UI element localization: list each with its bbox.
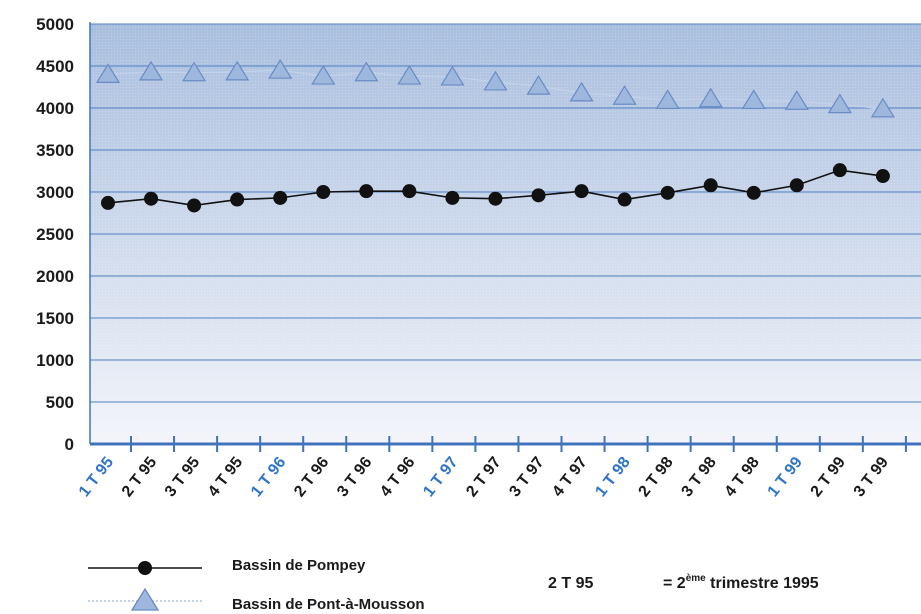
data-point (789, 178, 804, 193)
data-point (440, 65, 465, 86)
x-tick-label: 2 T 99 (808, 454, 849, 500)
x-tick-label: 1 T 99 (765, 454, 806, 500)
y-tick-label: 1000 (36, 351, 74, 370)
y-axis-tick-labels: 0 500 1000 1500 2000 2500 3000 3500 4000 4500 5000 (36, 15, 74, 454)
y-tick-label: 0 (65, 435, 74, 454)
x-tick-label: 3 T 96 (334, 454, 375, 500)
x-tick-label: 1 T 98 (592, 454, 633, 500)
note-equals: = 2 (663, 575, 686, 592)
x-tick-label: 4 T 95 (205, 454, 246, 500)
data-point (359, 184, 374, 199)
x-tick-label: 3 T 99 (851, 454, 892, 500)
gridlines (90, 23, 921, 403)
y-tick-label: 3000 (36, 183, 74, 202)
data-point (784, 90, 809, 110)
data-point (612, 85, 637, 105)
data-point (617, 192, 632, 207)
y-tick-label: 5000 (36, 15, 74, 34)
x-tick-label: 2 T 97 (463, 454, 504, 500)
data-point (138, 60, 164, 81)
data-point (574, 184, 589, 199)
data-point (230, 192, 245, 207)
data-point (182, 61, 207, 82)
series-pompey (101, 163, 890, 213)
data-point (569, 81, 594, 102)
legend-item-pompey: Bassin de Pompey (88, 557, 366, 575)
series (95, 59, 895, 213)
legend-marker-triangle (130, 587, 160, 611)
data-point (741, 89, 766, 110)
data-point (225, 60, 250, 81)
y-tick-label: 3500 (36, 141, 74, 160)
y-tick-label: 500 (46, 393, 74, 412)
note-definition: = 2ème trimestre 1995 (663, 573, 819, 592)
data-point (875, 169, 890, 184)
y-tick-label: 4000 (36, 99, 74, 118)
data-point (187, 198, 202, 213)
data-point (526, 75, 551, 95)
data-point (397, 64, 422, 85)
note-code: 2 T 95 (548, 575, 593, 592)
x-axis-tick-labels: 1 T 95 2 T 95 3 T 95 4 T 95 1 T 96 2 T 96 3 T … (76, 454, 892, 500)
x-tick-label: 3 T 98 (679, 454, 720, 500)
data-point (870, 97, 895, 118)
legend: Bassin de Pompey Bassin de Pont-à-Mousso… (88, 557, 425, 613)
data-point (698, 87, 723, 108)
y-tick-label: 2000 (36, 267, 74, 286)
x-tick-label: 1 T 95 (76, 454, 117, 500)
axes (89, 22, 921, 452)
x-tick-label: 3 T 95 (162, 454, 203, 500)
x-tick-label: 3 T 97 (506, 454, 547, 500)
data-point (316, 185, 331, 199)
data-point (101, 195, 115, 210)
data-point (660, 185, 675, 200)
x-tick-label: 2 T 98 (635, 454, 676, 500)
y-tick-label: 4500 (36, 57, 74, 76)
data-point (655, 89, 680, 110)
x-tick-label: 4 T 97 (549, 454, 590, 500)
data-point (268, 59, 293, 79)
quarter-note: 2 T 95 = 2ème trimestre 1995 (548, 573, 819, 592)
legend-label-pont-a-mousson: Bassin de Pont-à-Mousson (232, 596, 425, 613)
legend-label-pompey: Bassin de Pompey (232, 557, 366, 574)
data-point (531, 188, 546, 203)
data-point (483, 70, 508, 91)
data-point (311, 64, 336, 85)
note-superscript: ème (686, 573, 706, 584)
data-point (746, 185, 761, 200)
note-rest: trimestre 1995 (706, 575, 819, 592)
y-tick-label: 2500 (36, 225, 74, 244)
data-point (832, 163, 847, 178)
x-tick-label: 4 T 96 (377, 454, 418, 500)
series-pont-a-mousson (95, 59, 895, 118)
x-tick-label: 1 T 97 (420, 454, 461, 500)
x-tick-label: 4 T 98 (722, 454, 763, 500)
data-point (445, 190, 460, 205)
data-point (354, 61, 379, 82)
data-point (95, 63, 121, 84)
x-tick-label: 2 T 96 (291, 454, 332, 500)
data-point (488, 191, 503, 206)
x-tick-label: 2 T 95 (119, 454, 160, 500)
data-point (402, 184, 417, 199)
data-point (273, 190, 288, 205)
legend-marker-circle (138, 561, 152, 575)
legend-item-pont-a-mousson: Bassin de Pont-à-Mousson (88, 587, 425, 613)
data-point (144, 191, 159, 206)
y-tick-label: 1500 (36, 309, 74, 328)
data-point (703, 178, 718, 193)
data-point (827, 93, 852, 114)
x-tick-label: 1 T 96 (248, 454, 289, 500)
